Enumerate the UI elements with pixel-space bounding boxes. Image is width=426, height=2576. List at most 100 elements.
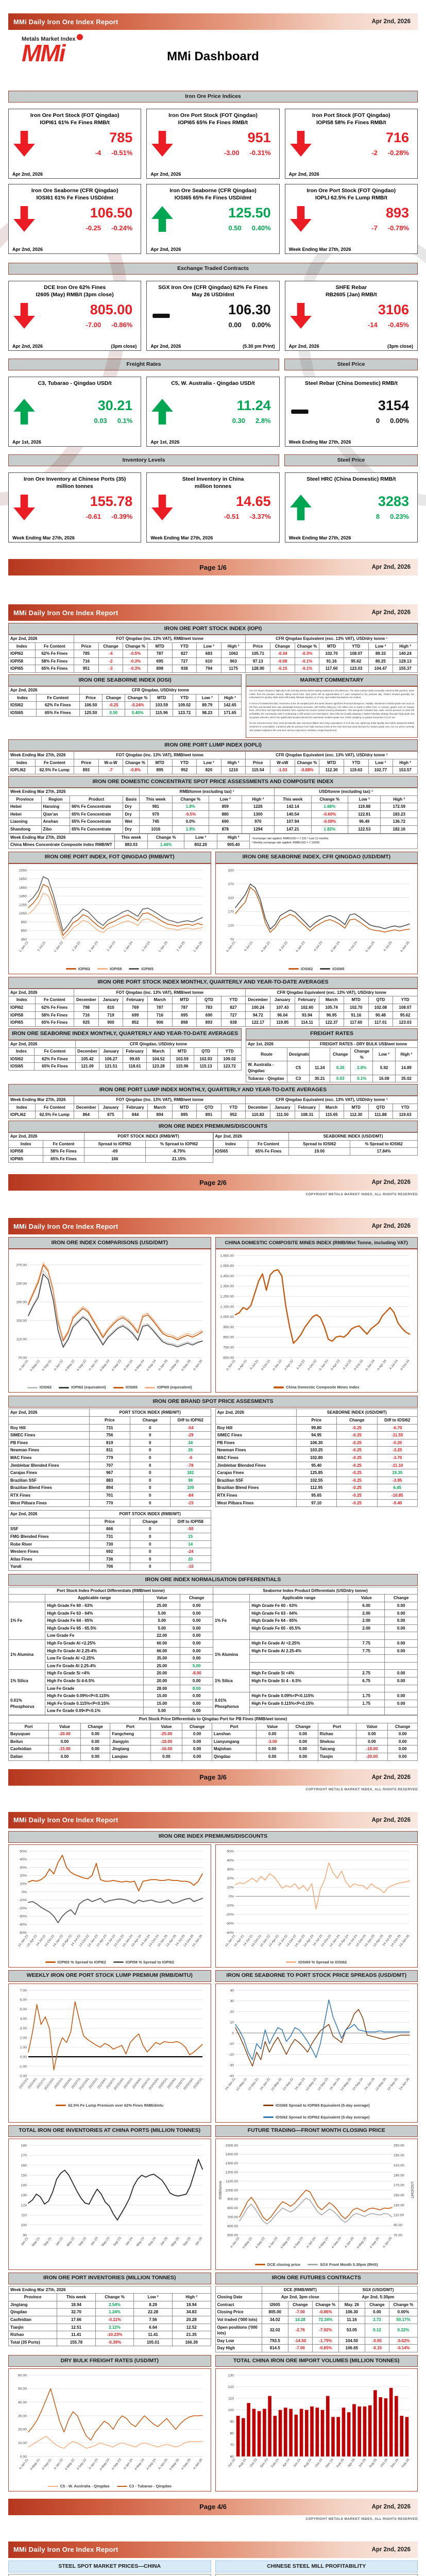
table-row: Tianjin 12.51 2.12% 6.64 12.52 — [8, 2323, 211, 2332]
kpi-value: 3283 — [378, 494, 409, 510]
kpi-title: Iron Ore Port Stock (FOT Qingdao) — [168, 112, 258, 118]
section-iron-ore-price-indices: Iron Ore Price Indices — [8, 91, 418, 103]
svg-text:100: 100 — [228, 2409, 234, 2412]
svg-text:1-Jan-23: 1-Jan-23 — [88, 940, 99, 953]
arrow-down-icon — [289, 302, 312, 329]
section-steel-price: Steel Price — [284, 359, 418, 370]
table-row: Brazilian Blend Fines 894 0 109 — [8, 1484, 211, 1492]
svg-text:270: 270 — [228, 883, 234, 886]
kpi-date: Week Ending Mar 27th, 2026 — [288, 535, 351, 540]
price-spreads-chart: 40 30 20 10 0 -10 -20 -30 -40 14-Jan-21 14-May-21 1… — [215, 1983, 418, 2123]
kpi-subtitle — [289, 483, 413, 490]
table-row: Qingdao 32.70 1.24% 22.28 34.83 — [8, 2308, 211, 2316]
table-row: Brazilian SSF 102.55 -0.25 -3.95 — [215, 1476, 418, 1485]
table-row: IOPI62 62% Fe Fines 785 -4 -0.5% 787 827 683 106… — [8, 650, 418, 658]
svg-text:1-Jul-21: 1-Jul-21 — [37, 940, 47, 952]
svg-text:30.00: 30.00 — [18, 2414, 27, 2418]
svg-text:3.00: 3.00 — [20, 2027, 27, 2030]
svg-text:1200.00: 1200.00 — [225, 2171, 238, 2174]
svg-text:May-25: May-25 — [171, 2236, 180, 2247]
svg-text:4-Apr-24: 4-Apr-24 — [376, 1359, 387, 1371]
svg-text:180: 180 — [21, 2144, 27, 2147]
section-iosi-averages: IRON ORE SEABORNE INDEX MONTHLY, QUARTER… — [8, 1028, 242, 1040]
chart-legend: 62.5% Fe Lump Premium over 62% Fines RMB… — [10, 2102, 210, 2109]
table-row: SMM Tracking of Steel Mill P&L - Rebar a… — [215, 2573, 418, 2576]
table-row: IOPI58 58% Fe Fines 716 -2 -0.3% 695 727 610 963… — [8, 657, 418, 666]
kpi-date: Apr 1st, 2026 — [12, 439, 42, 445]
iopli-table: Week Ending Mar 27th, 2026 FOT Qingdao (i… — [8, 751, 418, 774]
chart-legend: IOPI65 % Spread to IOPI62 IOPI58 % Spread… — [10, 1959, 210, 1966]
svg-text:0%: 0% — [229, 1895, 234, 1899]
port-differentials-table: Port Stock Price Differentials to Qingda… — [8, 1715, 418, 1761]
commentary-paragraph: In terms of fundamental data, inventorie… — [249, 702, 414, 719]
logo-dot-icon — [76, 34, 83, 40]
kpi-card: Iron Ore Seaborne (CFR Qingdao) IOSI65 65… — [146, 184, 280, 254]
svg-text:4-Jul-24: 4-Jul-24 — [348, 940, 358, 952]
svg-text:130: 130 — [21, 2193, 27, 2197]
svg-text:-10: -10 — [229, 2042, 234, 2046]
svg-text:4-Jul-21: 4-Jul-21 — [243, 940, 253, 952]
svg-text:5.00: 5.00 — [20, 2008, 27, 2011]
svg-text:4-Sep-25: 4-Sep-25 — [181, 2458, 192, 2470]
svg-text:4-May-23: 4-May-23 — [99, 2458, 110, 2471]
table-row: IOPI65 65% Fe Fines 925 900 852 906 898 893 938 1… — [8, 1019, 418, 1027]
port-inventories-table: Week Ending Mar 27th, 2026 Province This w… — [8, 2285, 211, 2352]
svg-text:500.00: 500.00 — [227, 2233, 238, 2237]
arrow-down-icon — [13, 206, 35, 232]
svg-text:1-Jul-22: 1-Jul-22 — [71, 940, 81, 952]
svg-text:14-May-25: 14-May-25 — [374, 2077, 387, 2091]
svg-text:Aug-23: Aug-23 — [237, 2458, 247, 2468]
svg-text:Jan-26: Jan-26 — [194, 2236, 203, 2246]
svg-text:130: 130 — [228, 2374, 234, 2377]
table-row: 1% Alumina High Fe Grade Al <2.25% 60.00 0.… — [8, 1639, 418, 1670]
commentary-paragraph: Iron ore futures showed a slight dip in … — [249, 689, 414, 699]
table-row: Port Stock Price Differentials to Qingda… — [8, 1715, 418, 1723]
svg-text:4-Jul-23: 4-Jul-23 — [342, 1359, 352, 1371]
svg-text:10.00: 10.00 — [18, 2442, 27, 2445]
seaborne-premiums-table: Apr 2nd, 2026 SEABORNE INDEX (USD/DMT) Ind… — [213, 1132, 418, 1163]
svg-text:50.00: 50.00 — [18, 2387, 27, 2391]
svg-text:4-Apr-21: 4-Apr-21 — [237, 1359, 248, 1371]
kpi-title: C5, W. Australia - Qingdao USD/t — [171, 380, 255, 386]
table-row: Week Ending Mar 27th, 2026 FOT Qingdao (i… — [8, 1096, 418, 1104]
svg-text:1.00: 1.00 — [20, 2045, 27, 2049]
svg-text:150.00: 150.00 — [394, 2193, 404, 2197]
data-table: DCE (RMB/WMT) SGX (USD/DMT) Closing Date Ap… — [215, 2285, 418, 2352]
kpi-card: C5, W. Australia - Qingdao USD/t 11.24 0.… — [146, 377, 280, 447]
futures-contracts-table: DCE (RMB/WMT) SGX (USD/DMT) Closing Date Ap… — [215, 2285, 418, 2352]
kpi-value: 11.24 — [236, 398, 271, 414]
svg-text:4-Sep-22: 4-Sep-22 — [76, 2458, 88, 2470]
kpi-value: 106.30 — [228, 302, 271, 318]
svg-text:-50%: -50% — [19, 1931, 27, 1935]
svg-text:4-May-25: 4-May-25 — [169, 1359, 180, 1372]
table-row: FMG Blended Fines 731 0 15 — [8, 1532, 211, 1541]
svg-text:50%: 50% — [20, 1850, 27, 1853]
svg-text:Sep-25: Sep-25 — [182, 2236, 192, 2247]
import-volumes-chart: 130 120 110 100 90 80 70 60 Jun-23 Aug-23 Oct-23 De… — [215, 2368, 418, 2492]
kpi-date: Apr 2nd, 2026 — [150, 247, 181, 252]
svg-text:110.00: 110.00 — [394, 2213, 404, 2217]
flat-dash-icon — [152, 313, 170, 318]
iopi-averages-table: Apr 2nd, 2026 FOT Qingdao (inc. 13% VAT),… — [8, 988, 418, 1027]
kpi-title: Iron Ore Port Stock (FOT Qingdao) — [306, 188, 396, 194]
table-row: Day Low 793.5 -14.50 -1.79% 104.50 -0.65 -0.62… — [215, 2336, 418, 2345]
kpi-title: Iron Port Stock (FOT Qingdao) — [312, 112, 390, 118]
kpi-change: 0 0.00% — [376, 416, 409, 425]
data-table: Apr 2nd, 2026 PORT STOCK INDEX (RMB/WT) Pr… — [8, 1510, 211, 1571]
svg-text:Aug-24: Aug-24 — [303, 2458, 312, 2468]
table-row: Index Fe Content December January February Ma… — [8, 1103, 418, 1112]
table-row: Carajas Fines 125.85 -0.25 19.35 — [215, 1469, 418, 1477]
svg-text:700.00: 700.00 — [227, 2215, 238, 2219]
svg-text:10%: 10% — [227, 1886, 234, 1889]
svg-text:4-May-21: 4-May-21 — [29, 1359, 41, 1372]
section-total-inventories-chart: TOTAL IRON ORE INVENTORIES AT CHINA PORT… — [8, 2125, 211, 2137]
svg-text:4-Oct-24: 4-Oct-24 — [399, 1359, 410, 1371]
svg-text:RMB/tonne: RMB/tonne — [218, 2181, 223, 2199]
table-row: Week Ending Mar 27th, 2026 This week Chang… — [8, 833, 418, 849]
section-port-index-chart: IRON ORE PORT INDEX, FOT QINGDAO (RMB/WT… — [8, 851, 211, 863]
data-table: Apr 2nd, 2026 FOT Qingdao (inc. 13% VAT),… — [8, 635, 418, 673]
svg-text:4-Jul-25: 4-Jul-25 — [383, 940, 393, 952]
svg-text:4-Sep-23: 4-Sep-23 — [293, 2236, 304, 2249]
svg-text:4-Sep-22: 4-Sep-22 — [254, 2236, 266, 2249]
dry-bulk-freight-chart: 60.00 50.00 40.00 30.00 20.00 10.00 0.00 4-Jan-… — [8, 2368, 211, 2492]
